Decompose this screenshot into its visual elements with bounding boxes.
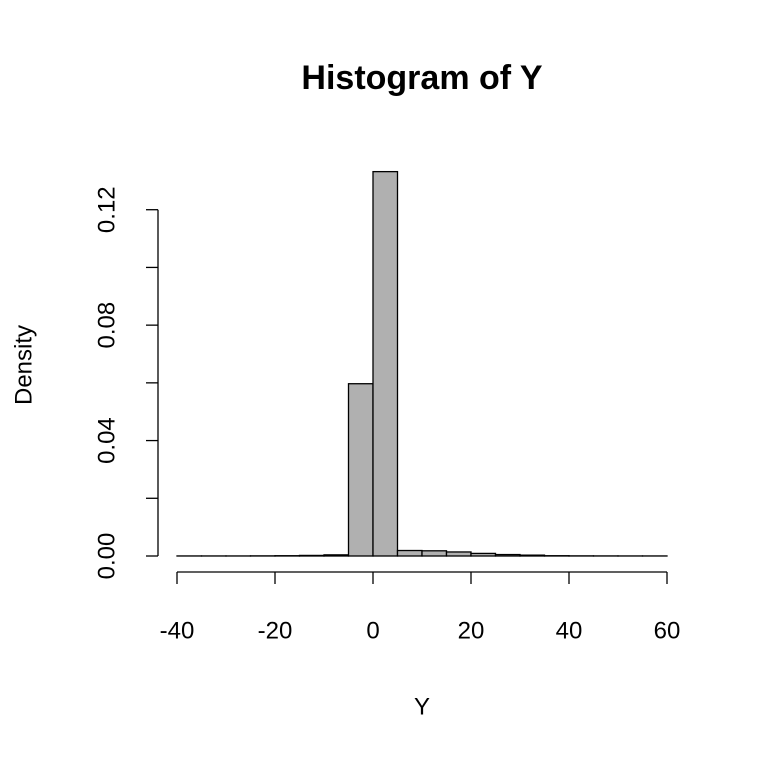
y-tick-label: 0.04 [93,417,120,464]
y-tick-label: 0.12 [93,186,120,233]
bar [300,555,325,556]
bar [349,384,374,556]
bar [373,172,398,556]
bar [496,555,521,556]
bar [520,555,545,556]
x-tick-label: 0 [366,617,379,644]
x-tick-label: 20 [458,617,485,644]
y-tick-label: 0.00 [93,533,120,580]
bar [447,552,472,556]
y-tick-label: 0.08 [93,302,120,349]
bar [398,551,423,556]
x-tick-label: 40 [556,617,583,644]
x-tick-label: -20 [258,617,293,644]
bar [422,551,447,556]
x-tick-label: 60 [654,617,681,644]
bar [324,555,349,556]
bar [471,553,496,556]
x-axis-label: Y [414,693,430,720]
y-axis-label: Density [10,325,37,405]
chart-title: Histogram of Y [301,59,543,97]
x-tick-label: -40 [160,617,195,644]
